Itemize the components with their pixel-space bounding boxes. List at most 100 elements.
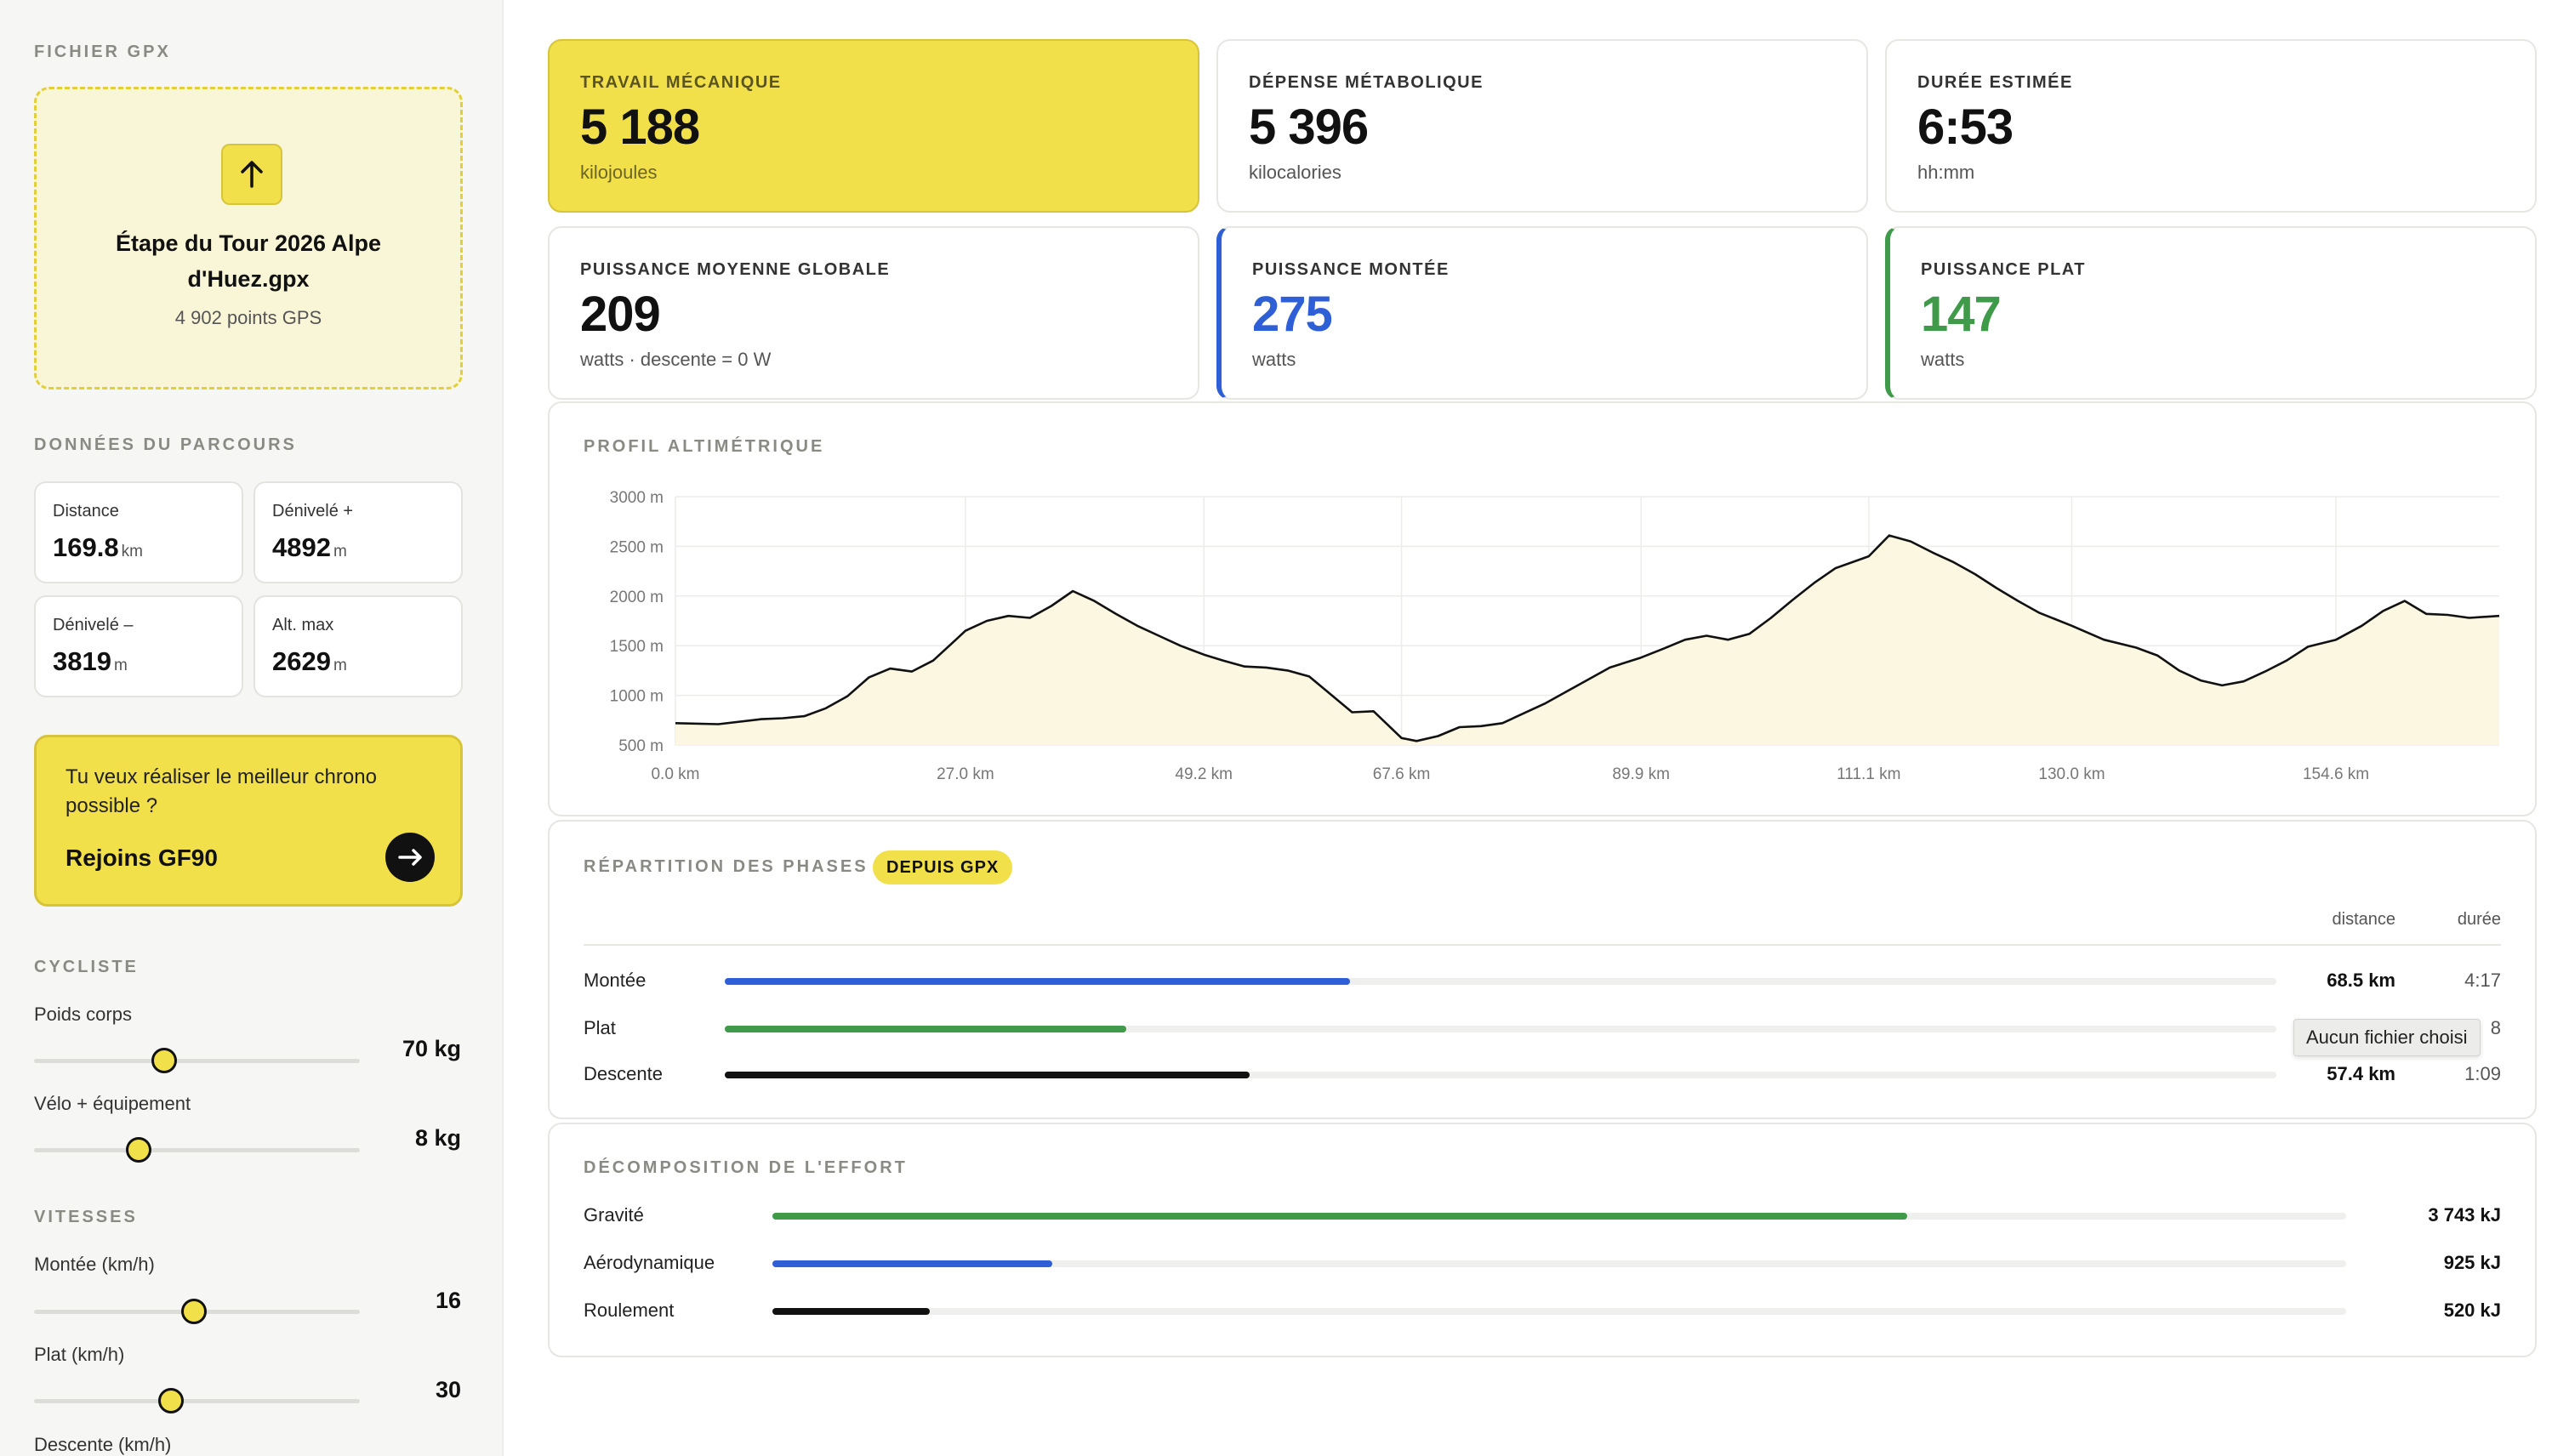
stat-label: Distance [53,502,119,520]
stat-value: 2629 m [272,646,347,676]
effort-bar-aero [772,1260,2346,1267]
metric-mechanical-work: TRAVAIL MÉCANIQUE 5 188 kilojoules [548,39,1199,213]
metric-value: 5 396 [1249,100,1369,155]
x-tick-label: 0.0 km [651,765,699,783]
metric-metabolic-expense: DÉPENSE MÉTABOLIQUE 5 396 kilocalories [1216,39,1868,213]
flat-speed-label: Plat (km/h) [34,1344,125,1365]
col-duration-header: durée [2457,910,2501,929]
metric-unit: watts [1252,349,1296,370]
phase-bar-fill [725,1026,1127,1032]
metric-value: 147 [1921,287,2002,342]
y-tick-label: 500 m [618,737,664,755]
effort-label-rolling: Roulement [584,1300,675,1321]
upload-arrow-icon[interactable] [221,144,282,205]
gpx-file-name: Étape du Tour 2026 Alpe d'Huez.gpx [115,230,382,292]
phase-bar-descent [725,1072,2276,1078]
x-tick-label: 154.6 km [2303,765,2369,783]
metric-flat-power: PUISSANCE PLAT 147 watts [1885,226,2537,400]
cta-text: Tu veux réaliser le meilleur chrono poss… [66,765,377,817]
metric-label: TRAVAIL MÉCANIQUE [580,73,782,92]
bike-weight-label: Vélo + équipement [34,1093,191,1114]
phase-duration-flat: 8 [2490,1017,2501,1038]
bike-weight-value: 8 kg [414,1125,461,1151]
effort-value-aero: 925 kJ [2443,1252,2501,1273]
slider-thumb[interactable] [180,1299,207,1324]
metric-label: DÉPENSE MÉTABOLIQUE [1249,73,1484,92]
stat-max-altitude: Alt. max 2629 m [253,595,463,697]
flat-speed-slider[interactable] [34,1388,360,1413]
phase-duration-descent: 1:09 [2464,1063,2501,1084]
gpx-section-title: FICHIER GPX [34,43,171,61]
metric-unit: kilocalories [1249,162,1342,183]
gpx-source-badge: DEPUIS GPX [873,850,1013,884]
y-tick-label: 1000 m [610,688,664,706]
phase-label-flat: Plat [584,1017,616,1038]
stat-value: 3819 m [53,646,128,676]
metric-unit: watts [1921,349,1965,370]
phases-title: RÉPARTITION DES PHASES [584,857,869,876]
body-weight-slider[interactable] [34,1048,360,1073]
profile-title: PROFIL ALTIMÉTRIQUE [584,437,825,456]
effort-value-gravity: 3 743 kJ [2428,1204,2501,1226]
climb-speed-value: 16 [435,1288,461,1313]
climb-speed-label: Montée (km/h) [34,1254,155,1275]
metric-label: PUISSANCE MONTÉE [1252,260,1450,279]
slider-thumb[interactable] [125,1137,151,1163]
metric-unit: watts · descente = 0 W [580,349,772,370]
route-section-title: DONNÉES DU PARCOURS [34,435,297,454]
gps-points-count: 4 902 points GPS [174,307,322,328]
stat-distance: Distance 169.8 km [34,481,243,583]
slider-thumb[interactable] [151,1048,178,1073]
metric-value: 209 [580,287,661,342]
stat-value: 169.8 km [53,532,143,562]
metric-label: PUISSANCE MOYENNE GLOBALE [580,260,891,279]
elevation-line [675,534,2500,742]
phase-bar-flat [725,1026,2276,1032]
phase-bar-fill [725,1072,1250,1078]
bike-weight-slider[interactable] [34,1137,360,1163]
effort-bar-fill [772,1308,930,1315]
phase-distance-descent: 57.4 km [2327,1063,2395,1084]
gf90-cta-card[interactable]: Tu veux réaliser le meilleur chrono poss… [34,735,463,907]
effort-bar-fill [772,1213,1907,1220]
col-distance-header: distance [2332,910,2396,929]
slider-thumb[interactable] [157,1388,184,1413]
effort-label-aero: Aérodynamique [584,1252,715,1273]
phase-bar-climb [725,978,2276,985]
gpx-upload-dropzone[interactable]: Étape du Tour 2026 Alpe d'Huez.gpx 4 902… [34,87,463,390]
metric-unit: kilojoules [580,162,658,183]
x-tick-label: 89.9 km [1612,765,1670,783]
arrow-right-icon[interactable] [385,833,435,882]
metric-average-power: PUISSANCE MOYENNE GLOBALE 209 watts · de… [548,226,1199,400]
stat-label: Alt. max [272,616,334,634]
descent-speed-label: Descente (km/h) [34,1434,172,1455]
elevation-area [675,535,2499,745]
stat-label: Dénivelé + [272,502,354,520]
phases-divider [584,944,2501,946]
x-tick-label: 111.1 km [1837,765,1900,783]
effort-card: DÉCOMPOSITION DE L'EFFORT Gravité 3 743 … [548,1123,2537,1357]
effort-title: DÉCOMPOSITION DE L'EFFORT [584,1158,908,1177]
climb-speed-slider[interactable] [34,1299,360,1324]
metric-value: 5 188 [580,100,700,155]
cta-action-label[interactable]: Rejoins GF90 [66,845,218,871]
stat-elevation-gain: Dénivelé + 4892 m [253,481,463,583]
metric-estimated-duration: DURÉE ESTIMÉE 6:53 hh:mm [1885,39,2537,213]
rider-section-title: CYCLISTE [34,958,139,976]
phases-card: RÉPARTITION DES PHASES DEPUIS GPX distan… [548,820,2537,1119]
x-tick-label: 27.0 km [937,765,994,783]
phase-distance-climb: 68.5 km [2327,970,2395,991]
y-tick-label: 1500 m [610,638,664,656]
effort-value-rolling: 520 kJ [2443,1300,2501,1321]
sidebar: FICHIER GPX Étape du Tour 2026 Alpe d'Hu… [0,0,504,1456]
body-weight-value: 70 kg [402,1036,461,1061]
metric-value: 6:53 [1917,100,2014,155]
y-tick-label: 3000 m [610,489,664,507]
speed-section-title: VITESSES [34,1208,138,1226]
phase-bar-fill [725,978,1351,985]
effort-bar-fill [772,1260,1053,1267]
metric-climb-power: PUISSANCE MONTÉE 275 watts [1216,226,1868,400]
stat-value: 4892 m [272,532,347,562]
effort-bar-rolling [772,1308,2346,1315]
body-weight-label: Poids corps [34,1004,132,1025]
